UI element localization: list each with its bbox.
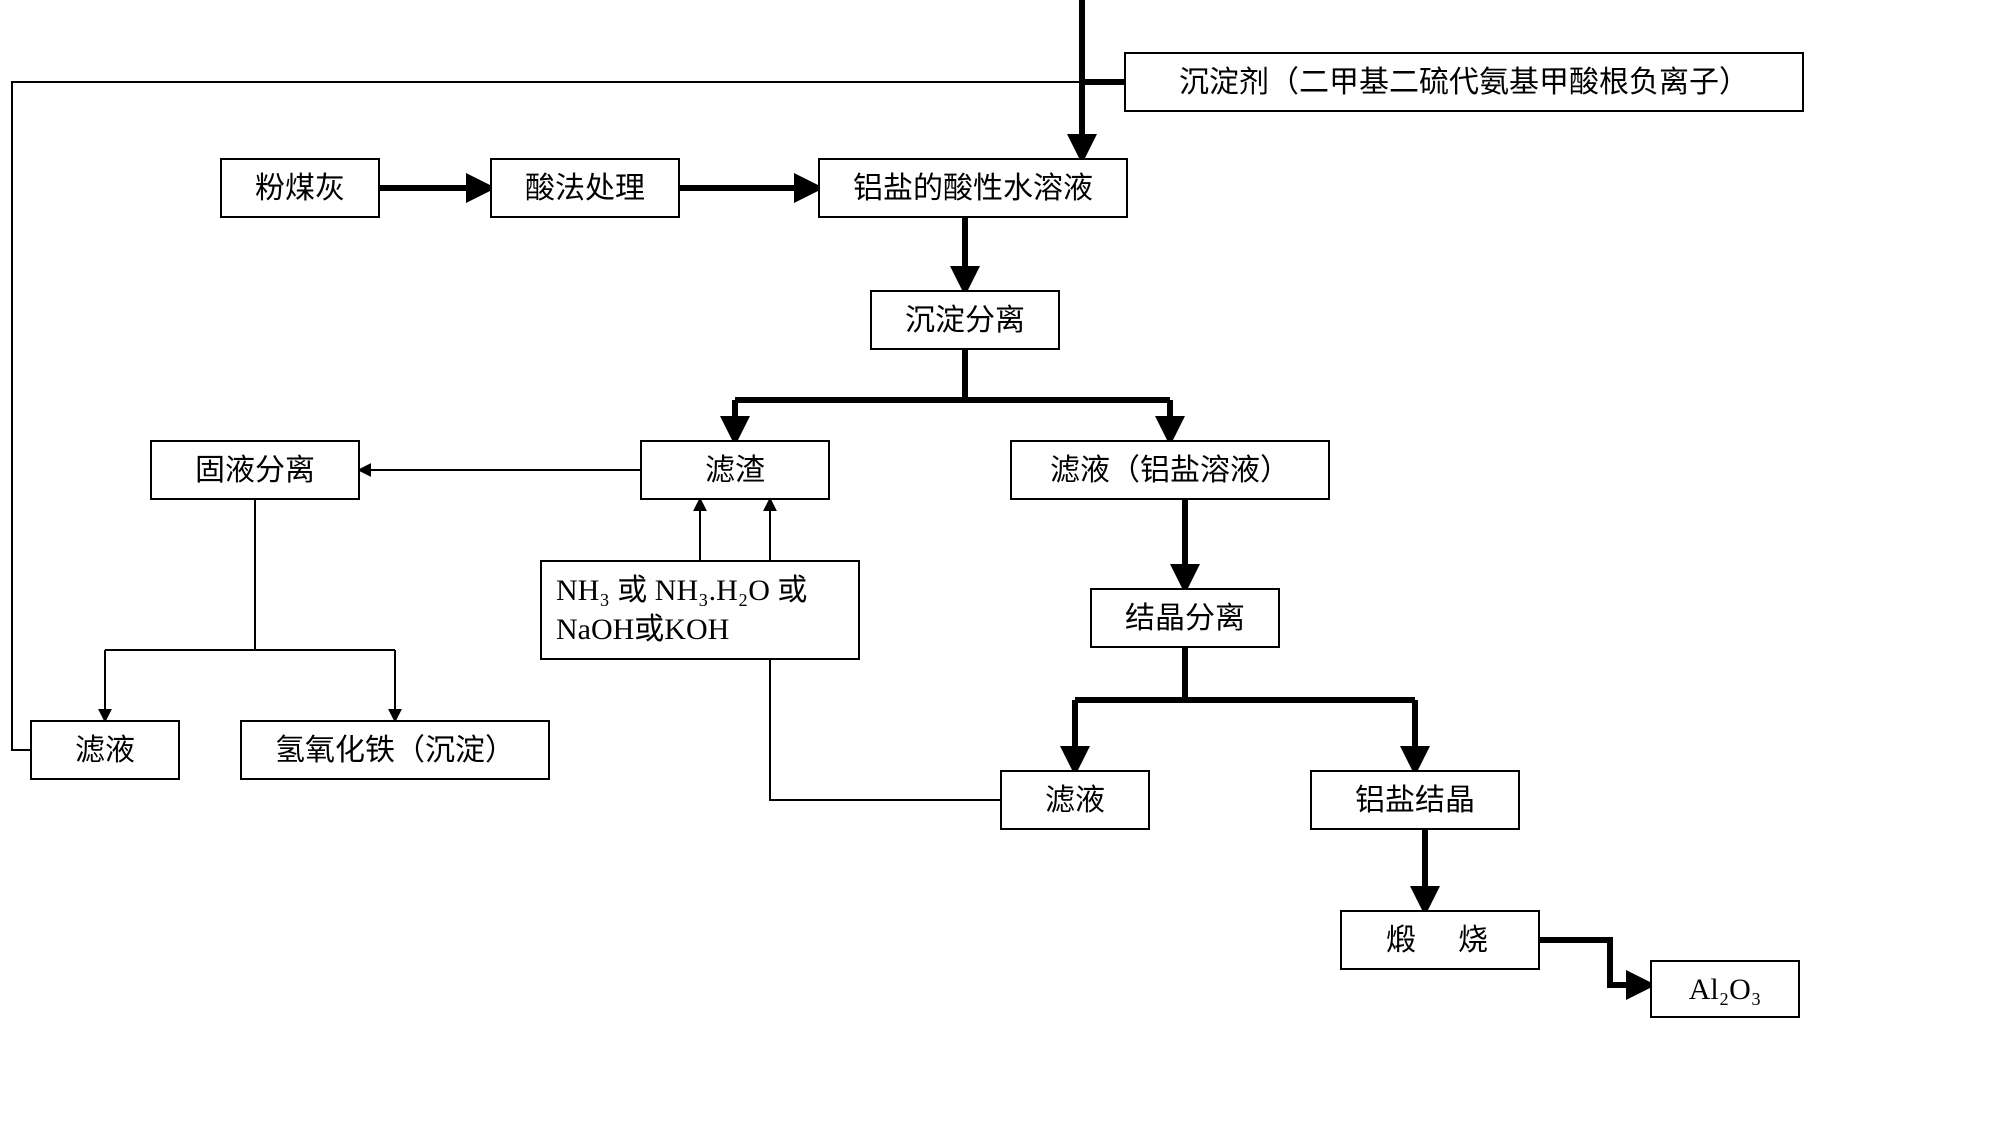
node-label: 沉淀剂（二甲基二硫代氨基甲酸根负离子） xyxy=(1179,63,1749,102)
node-label: 固液分离 xyxy=(195,451,315,490)
node-label: 结晶分离 xyxy=(1125,599,1245,638)
node-crystal-sep: 结晶分离 xyxy=(1090,588,1280,648)
node-precip-sep: 沉淀分离 xyxy=(870,290,1060,350)
edge xyxy=(1540,940,1650,985)
node-label: 沉淀分离 xyxy=(905,301,1025,340)
node-flyash: 粉煤灰 xyxy=(220,158,380,218)
edge xyxy=(770,740,1000,800)
node-label: 粉煤灰 xyxy=(255,169,345,208)
node-label: 滤液 xyxy=(75,731,135,770)
node-sl-sep: 固液分离 xyxy=(150,440,360,500)
flowchart-canvas: 沉淀剂（二甲基二硫代氨基甲酸根负离子） 粉煤灰 酸法处理 铝盐的酸性水溶液 沉淀… xyxy=(0,0,1998,1128)
node-label: 铝盐结晶 xyxy=(1355,781,1475,820)
node-label: 煅 烧 xyxy=(1386,921,1494,960)
node-precipitant: 沉淀剂（二甲基二硫代氨基甲酸根负离子） xyxy=(1124,52,1804,112)
node-label: NH₃ 或 NH₃.H₂O 或 NaOH或KOH xyxy=(556,571,807,649)
node-filtrate-right: 滤液 xyxy=(1000,770,1150,830)
node-label: 滤液 xyxy=(1045,781,1105,820)
node-label: 滤渣 xyxy=(705,451,765,490)
node-residue: 滤渣 xyxy=(640,440,830,500)
node-alkali: NH₃ 或 NH₃.H₂O 或 NaOH或KOH xyxy=(540,560,860,660)
node-label: 酸法处理 xyxy=(525,169,645,208)
node-label: 滤液（铝盐溶液） xyxy=(1050,451,1290,490)
node-acid-al-solution: 铝盐的酸性水溶液 xyxy=(818,158,1128,218)
node-acid-treat: 酸法处理 xyxy=(490,158,680,218)
node-feoh: 氢氧化铁（沉淀） xyxy=(240,720,550,780)
node-calcine: 煅 烧 xyxy=(1340,910,1540,970)
node-label: 铝盐的酸性水溶液 xyxy=(853,169,1093,208)
node-al2o3: Al₂O₃ xyxy=(1650,960,1800,1018)
node-label: Al₂O₃ xyxy=(1689,970,1762,1009)
node-label: 氢氧化铁（沉淀） xyxy=(275,731,515,770)
node-filtrate-main: 滤液（铝盐溶液） xyxy=(1010,440,1330,500)
node-filtrate-left: 滤液 xyxy=(30,720,180,780)
node-al-salt-crystal: 铝盐结晶 xyxy=(1310,770,1520,830)
